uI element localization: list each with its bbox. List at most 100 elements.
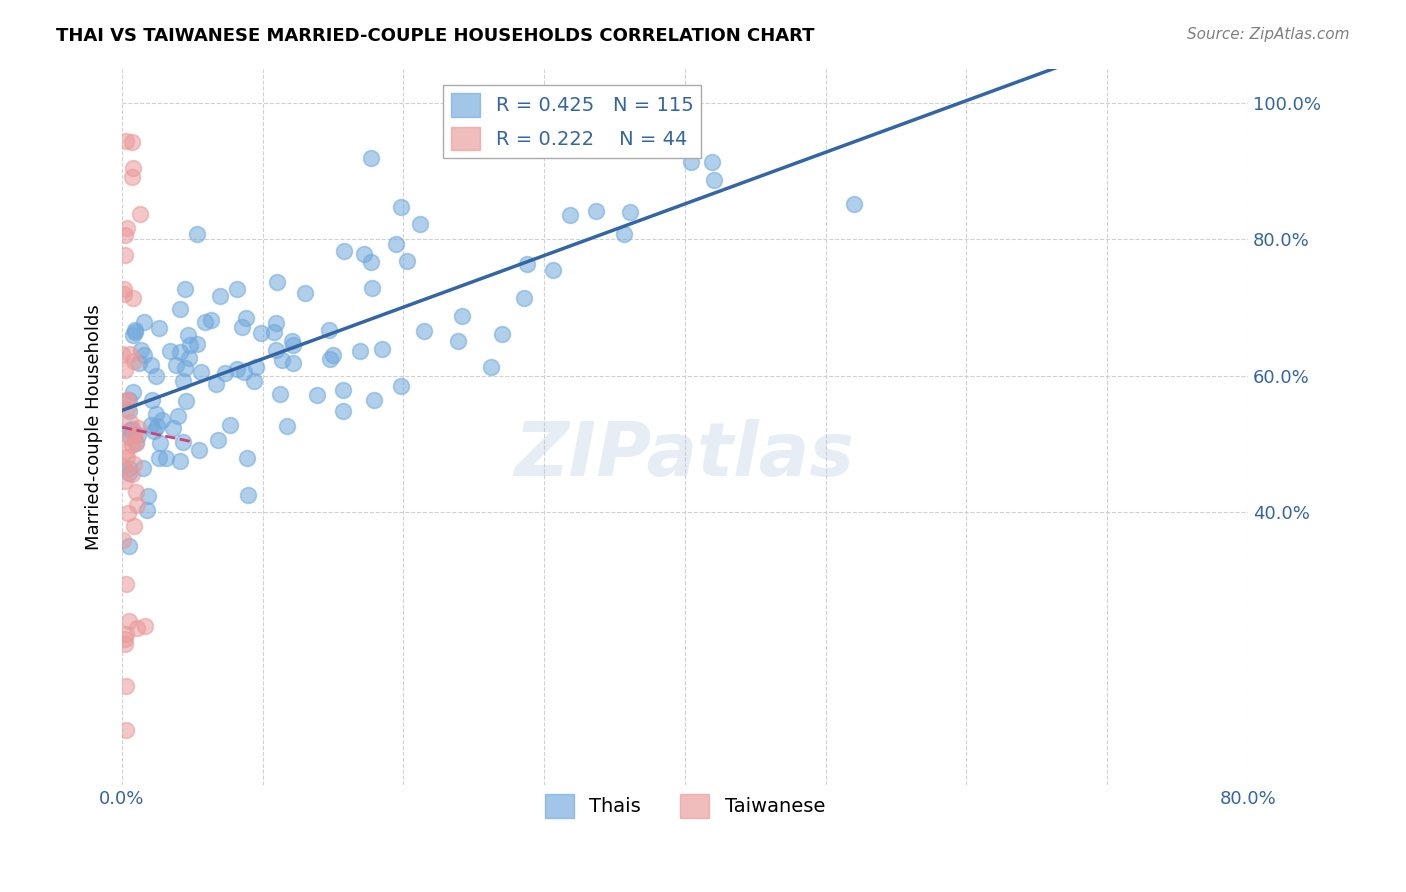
Point (207, 433, 229, 447)
Point (114, 134, 136, 148)
Point (114, 248, 136, 262)
Point (115, 627, 138, 641)
Point (235, 310, 257, 325)
Point (700, 155, 723, 169)
Point (585, 204, 607, 219)
Point (280, 334, 302, 348)
Point (219, 417, 242, 432)
Point (117, 429, 139, 443)
Point (332, 383, 354, 397)
Point (842, 196, 865, 211)
Point (491, 327, 513, 342)
Point (409, 218, 432, 232)
Point (122, 384, 145, 399)
Point (231, 320, 253, 334)
Point (125, 485, 148, 500)
Point (162, 421, 184, 435)
Point (332, 404, 354, 418)
Point (150, 412, 173, 426)
Point (124, 323, 146, 337)
Point (172, 374, 194, 388)
Point (188, 442, 211, 457)
Point (361, 281, 384, 295)
Point (139, 418, 162, 433)
Point (149, 436, 172, 450)
Point (269, 387, 291, 401)
Point (145, 408, 167, 422)
Point (127, 427, 149, 442)
Point (226, 362, 249, 376)
Point (118, 346, 141, 360)
Point (233, 365, 256, 379)
Point (283, 338, 305, 352)
Text: ZIPatlas: ZIPatlas (515, 419, 855, 492)
Point (250, 326, 273, 340)
Point (115, 221, 138, 235)
Point (136, 489, 159, 503)
Point (245, 360, 267, 375)
Point (118, 404, 141, 418)
Point (124, 436, 146, 450)
Point (560, 208, 582, 222)
Point (236, 488, 259, 502)
Point (122, 354, 145, 368)
Point (115, 723, 138, 737)
Point (118, 461, 141, 475)
Point (360, 254, 382, 268)
Point (270, 352, 292, 367)
Point (124, 429, 146, 443)
Point (111, 347, 134, 361)
Point (353, 247, 375, 261)
Point (389, 378, 412, 392)
Point (114, 474, 136, 488)
Point (142, 424, 165, 438)
Point (205, 377, 228, 392)
Point (186, 337, 208, 351)
Point (118, 393, 141, 408)
Point (363, 392, 385, 407)
Point (134, 618, 156, 632)
Point (129, 207, 152, 221)
Point (264, 343, 287, 357)
Point (169, 454, 191, 468)
Point (613, 227, 636, 242)
Point (145, 369, 167, 384)
Point (125, 435, 148, 450)
Point (174, 282, 197, 296)
Point (128, 356, 150, 370)
Point (384, 236, 406, 251)
Point (117, 402, 139, 417)
Point (318, 323, 340, 337)
Point (120, 423, 142, 437)
Point (111, 533, 134, 547)
Point (118, 614, 141, 628)
Point (396, 253, 419, 268)
Point (159, 344, 181, 359)
Point (148, 450, 170, 465)
Point (124, 325, 146, 339)
Point (177, 327, 200, 342)
Point (200, 313, 222, 327)
Point (322, 348, 344, 362)
Point (122, 161, 145, 176)
Point (165, 358, 187, 372)
Point (132, 348, 155, 362)
Point (177, 351, 200, 366)
Point (516, 257, 538, 271)
Point (115, 450, 138, 465)
Point (118, 416, 141, 430)
Point (186, 227, 208, 241)
Point (145, 419, 167, 434)
Point (115, 443, 138, 458)
Point (114, 632, 136, 646)
Point (479, 359, 502, 374)
Point (132, 460, 155, 475)
Point (114, 638, 136, 652)
Text: Source: ZipAtlas.com: Source: ZipAtlas.com (1187, 27, 1350, 42)
Point (139, 358, 162, 372)
Point (114, 228, 136, 243)
Point (226, 282, 249, 296)
Point (111, 459, 134, 474)
Point (136, 503, 159, 517)
Y-axis label: Married-couple Households: Married-couple Households (86, 304, 103, 549)
